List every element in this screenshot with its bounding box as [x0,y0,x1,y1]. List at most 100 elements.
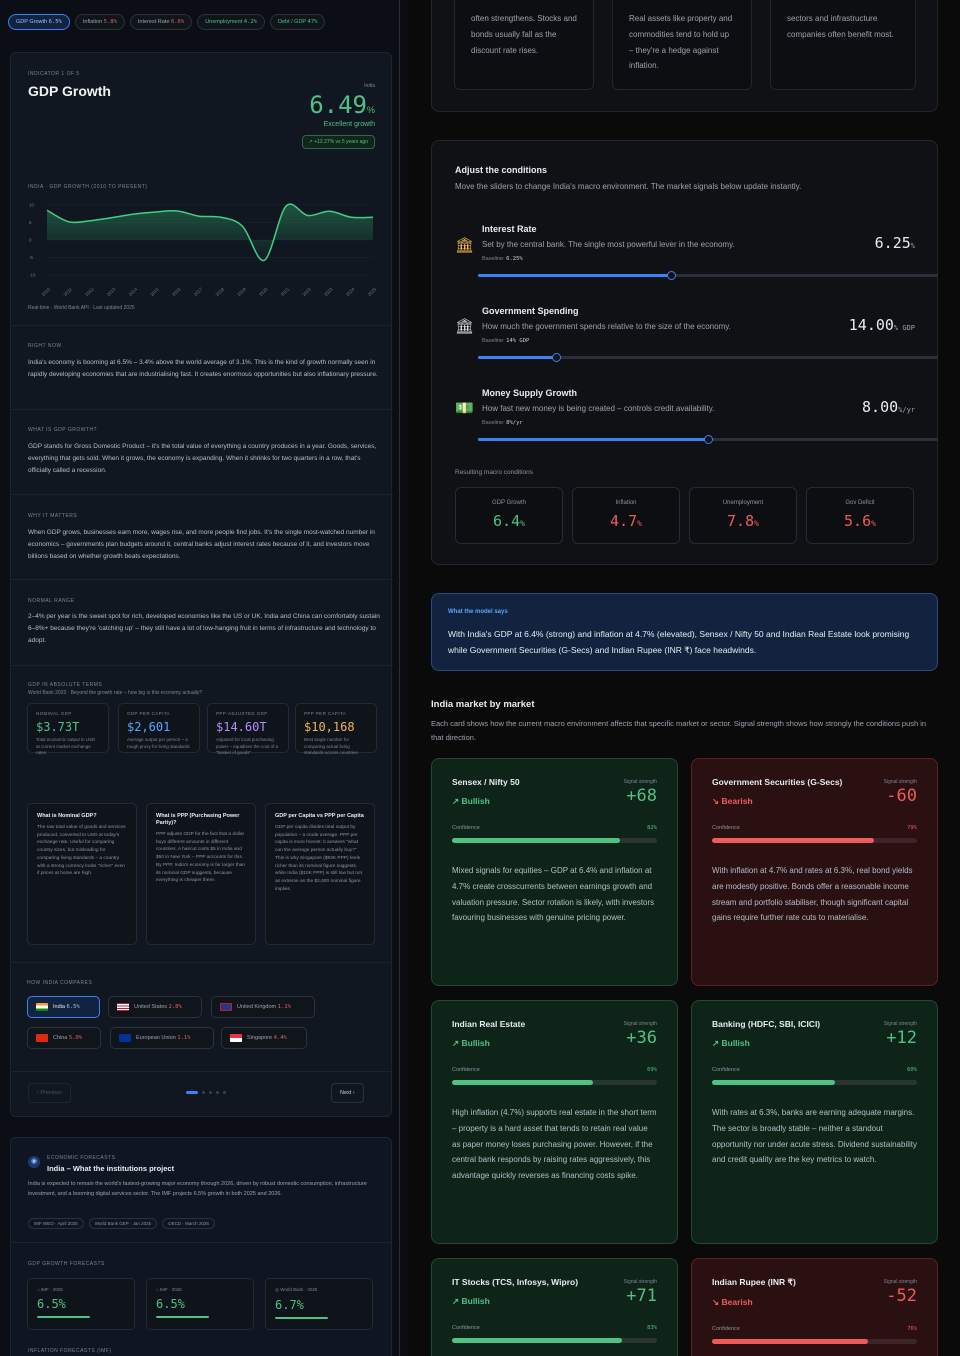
section-right-now-body: India's economy is booming at 6.5% – 3.4… [28,359,378,378]
top-card-3: sectors and infrastructure companies oft… [770,0,916,90]
stat-ppp-gdp: PPP-ADJUSTED GDP $14.60T Adjusted for lo… [207,703,289,755]
pager-dot[interactable] [223,1091,226,1094]
compare-united-states[interactable]: United States 2.8% [108,996,202,1018]
slider-gov-spending-value: 14.00% GDP [848,316,915,334]
slider-gov-spending-desc: How much the government spends relative … [482,322,731,331]
chart-source: Real-time · World Bank API · Last update… [28,305,135,311]
x-tick-label: 2021 [280,286,291,297]
model-kicker: What the model says [448,609,508,615]
china-flag-icon [36,1033,48,1042]
resulting-head: Resulting macro conditions [455,469,534,476]
result-unemployment: Unemployment 7.8% [689,487,797,544]
pager-dot[interactable] [209,1091,212,1094]
confidence-fill [452,1080,594,1085]
x-tick-label: 2020 [258,286,269,297]
explainer-nominal-gdp: What is Nominal GDP? The raw total value… [27,803,137,945]
next-button[interactable]: Next › [331,1083,364,1103]
gdp-line [46,203,374,262]
pager-dot-active[interactable] [186,1091,198,1094]
conditions-sub: Move the sliders to change India's macro… [455,182,802,191]
indicator-value-wrap: 6.49% [309,91,375,119]
market-card-real-estate[interactable]: Indian Real Estate ↗ Bullish Signal stre… [431,1000,678,1244]
globe-icon: ◎ [275,1287,279,1292]
indicator-value: 6.49 [309,91,367,119]
slider-handle[interactable] [704,435,713,444]
pill-inflation[interactable]: Inflation 5.8% [74,14,125,30]
pager-dot[interactable] [202,1091,205,1094]
pager-dot[interactable] [216,1091,219,1094]
forecast-imf-2025: ⌂ IMF · 2025 6.5% [27,1278,135,1330]
market-card-gsecs[interactable]: Government Securities (G-Secs) ↘ Bearish… [691,758,938,986]
compare-india[interactable]: India 6.5% [27,996,100,1018]
india-flag-icon [36,1002,48,1011]
y-tick-label: -10 [29,273,36,278]
confidence-fill [452,838,621,843]
market-card-banking[interactable]: Banking (HDFC, SBI, ICICI) ↗ Bullish Sig… [691,1000,938,1244]
forecast-tag: IMF WEO · April 2025 [28,1218,84,1229]
confidence-fill [712,1339,868,1344]
banknote-icon: 💵 [455,400,474,417]
x-tick-label: 2018 [214,286,225,297]
money-supply-slider[interactable] [478,435,938,444]
pill-gdp-growth[interactable]: GDP Growth 6.5% [8,14,70,30]
explainer-per-capita: GDP per Capita vs PPP per Capita GDP per… [265,803,375,945]
forecast-tag: World Bank GEP · Jan 2025 [88,1218,158,1229]
conditions-title: Adjust the conditions [455,165,547,175]
forecast-body: India is expected to remain the world's … [28,1181,367,1197]
y-tick-label: 0 [29,238,32,243]
model-body: With India's GDP at 6.4% (strong) and in… [448,629,910,655]
x-tick-label: 2025 [367,286,378,297]
compare-european-union[interactable]: European Union 1.1% [110,1027,214,1049]
stat-gdp-per-capita: GDP PER CAPITA $2,601 Average output per… [118,703,200,753]
pill-unemployment[interactable]: Unemployment 4.2% [197,14,265,30]
slider-money-supply-desc: How fast new money is being created – co… [482,404,715,413]
section-why-head: WHY IT MATTERS [28,513,78,519]
indicator-panel: GDP Growth 6.5% Inflation 5.8% Interest … [0,0,400,1356]
bank-icon: 🏛 [455,237,475,254]
x-tick-label: 2010 [41,286,52,297]
absolute-sub: World Bank 2023 · Beyond the growth rate… [28,690,203,696]
x-tick-label: 2012 [84,286,95,297]
stat-nominal-gdp: NOMINAL GDP $3.73T Total economic output… [27,703,109,755]
section-why-body: When GDP grows, businesses earn more, wa… [28,529,375,560]
result-gov-deficit: Gov Deficit 5.6% [806,487,914,544]
forecast-kicker: ECONOMIC FORECASTS [47,1155,116,1161]
government-building-icon: 🏛 [455,318,475,335]
interest-rate-slider[interactable] [478,271,938,280]
market-card-sensex[interactable]: Sensex / Nifty 50 ↗ Bullish Signal stren… [431,758,678,986]
market-card-inr[interactable]: Indian Rupee (INR ₹) ↘ Bearish Signal st… [691,1258,938,1356]
result-inflation: Inflation 4.7% [572,487,680,544]
section-right-now-head: RIGHT NOW [28,343,62,349]
indicator-kicker: INDICATOR 1 OF 5 [28,71,80,77]
slider-fill [478,438,708,441]
slider-fill [478,274,672,277]
y-tick-label: 10 [29,203,35,208]
slider-interest-rate-baseline: Baseline: 6.25% [482,256,523,262]
indicator-unit: % [366,105,375,115]
imf-icon: ⌂ [37,1287,40,1292]
market-card-it-stocks[interactable]: IT Stocks (TCS, Infosys, Wipro) ↗ Bullis… [431,1258,678,1356]
gov-spending-slider[interactable] [478,353,938,362]
uk-flag-icon [220,1002,232,1011]
section-normal-range-body: 2–4% per year is the sweet spot for rich… [28,613,380,644]
forecast-tag: OECD · March 2025 [162,1218,215,1229]
forecast-tags: IMF WEO · April 2025 World Bank GEP · Ja… [28,1218,215,1229]
markets-sub: Each card shows how the current macro en… [431,719,927,742]
indicator-card: INDICATOR 1 OF 5 GDP Growth India 6.49% … [10,52,393,1117]
forecast-imf-2026: ⌂ IMF · 2026 6.5% [146,1278,254,1330]
slider-handle[interactable] [667,271,677,280]
compare-singapore[interactable]: Singapore 4.4% [221,1027,307,1049]
imf-icon: ⌂ [156,1287,159,1292]
indicator-status: Excellent growth [323,121,375,128]
slider-money-supply-baseline: Baseline: 8%/yr [482,420,523,426]
forecast-bar [275,1317,328,1319]
confidence-fill [712,1080,835,1085]
compare-china[interactable]: China 5.0% [27,1027,101,1049]
pill-interest-rate[interactable]: Interest Rate 6.6% [129,14,193,30]
previous-button[interactable]: ‹ Previous [28,1083,71,1103]
compare-united-kingdom[interactable]: United Kingdom 1.1% [211,996,315,1018]
pill-debt-gdp[interactable]: Debt / GDP 47% [269,14,326,30]
section-normal-range-head: NORMAL RANGE [28,598,75,604]
slider-handle[interactable] [552,353,562,362]
slider-money-supply-value: 8.00%/yr [862,398,915,416]
